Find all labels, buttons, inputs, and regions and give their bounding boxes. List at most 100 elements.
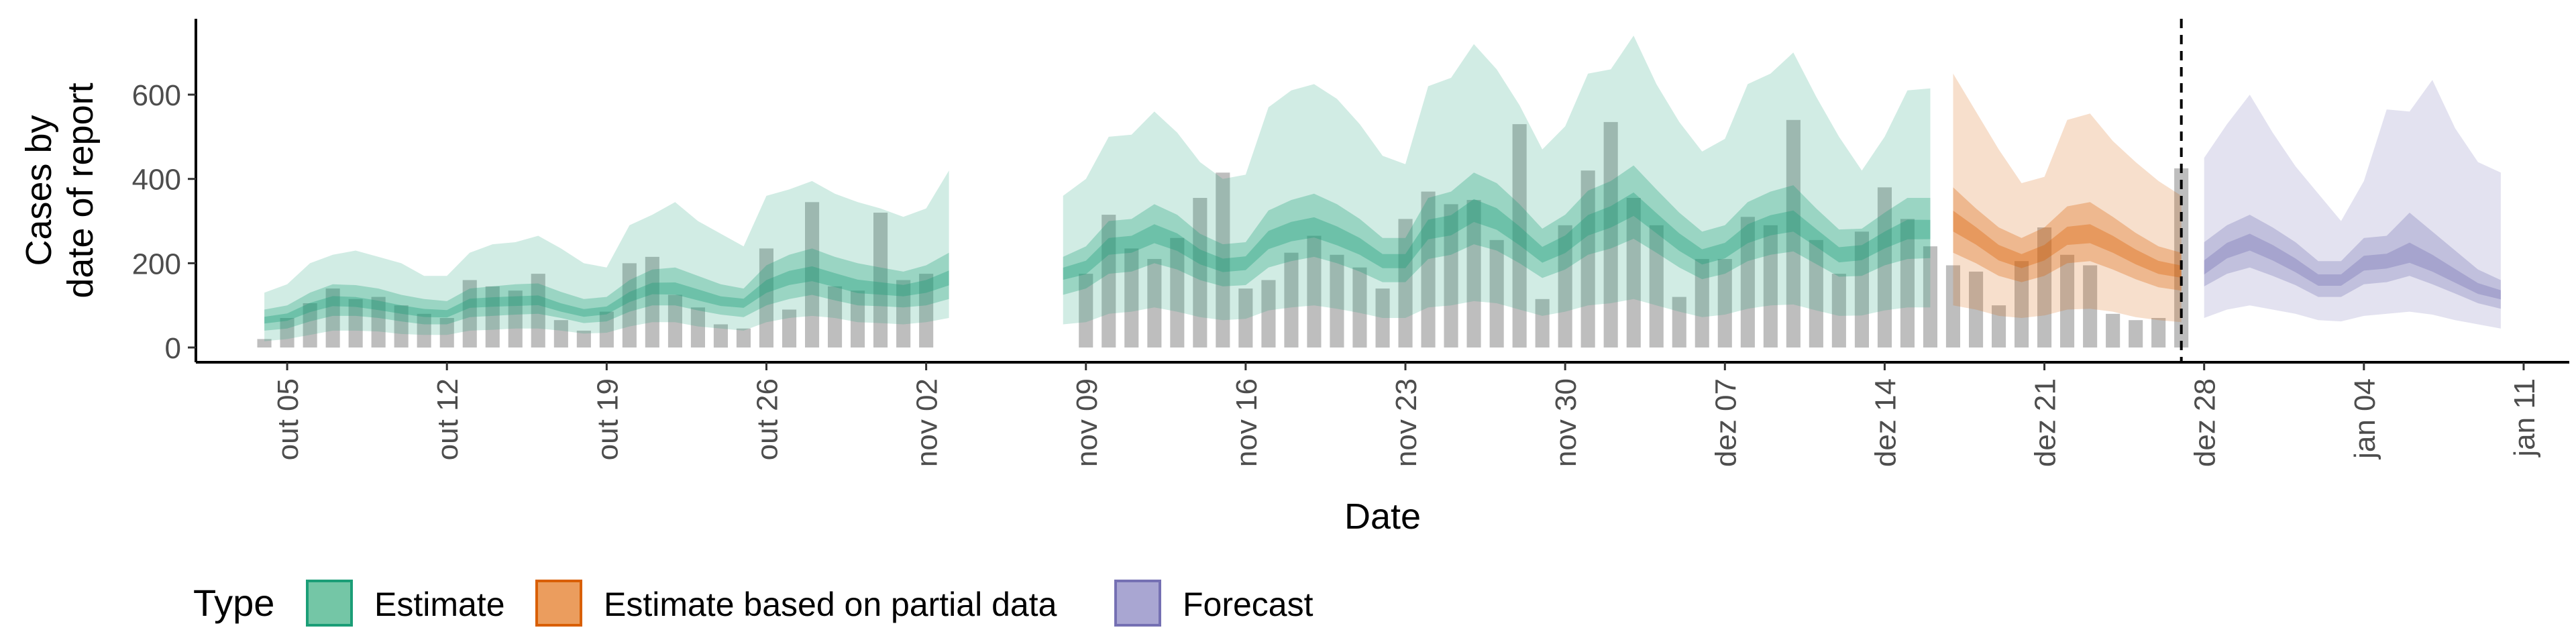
case-bar — [1854, 231, 1869, 348]
case-bar — [1489, 239, 1504, 347]
case-bar — [1284, 252, 1299, 347]
case-bar — [873, 213, 888, 347]
legend-swatch — [535, 580, 582, 627]
x-tick-label: out 26 — [751, 378, 784, 460]
x-tick-label: dez 28 — [2189, 378, 2222, 467]
estimate-band-50 — [1063, 165, 1931, 295]
legend-label: Estimate — [374, 586, 505, 623]
case-bar — [417, 313, 431, 348]
estimate-based-on-partial-data-band-50 — [1953, 187, 2182, 291]
x-tick-label: nov 09 — [1071, 378, 1104, 467]
case-bar — [1398, 219, 1413, 347]
x-tick-label: out 12 — [431, 378, 464, 460]
case-bar — [1238, 288, 1253, 348]
case-bar — [1877, 187, 1892, 347]
case-bar — [1740, 217, 1755, 347]
case-bar — [1672, 297, 1686, 347]
case-bar — [280, 318, 294, 347]
x-axis-title: Date — [1344, 496, 1421, 537]
case-bar — [1717, 259, 1732, 347]
case-bar — [851, 290, 865, 347]
case-bar — [667, 294, 682, 347]
legend-label: Forecast — [1183, 586, 1313, 623]
x-tick-label: nov 16 — [1230, 378, 1263, 467]
case-bar — [1535, 299, 1550, 347]
y-axis-title: date of report — [60, 83, 101, 298]
case-bar — [2129, 320, 2143, 347]
case-bar — [303, 303, 317, 347]
case-bar — [1466, 200, 1481, 347]
case-bar — [599, 311, 614, 347]
case-bar — [896, 280, 911, 347]
case-bar — [2174, 168, 2189, 347]
case-bar — [782, 309, 797, 347]
case-bar — [622, 263, 637, 347]
case-bar — [828, 286, 843, 347]
case-bar — [1558, 225, 1572, 347]
legend-label: Estimate based on partial data — [604, 586, 1057, 623]
case-bar — [1626, 198, 1641, 347]
case-bar — [508, 290, 523, 347]
case-bar — [1444, 204, 1458, 347]
x-tick-label: nov 02 — [911, 378, 944, 467]
y-axis-title: Cases by — [19, 115, 59, 266]
case-bar — [1969, 271, 1984, 347]
x-tick-label: out 19 — [591, 378, 624, 460]
case-bar — [394, 305, 409, 347]
x-tick-label: dez 21 — [2029, 378, 2062, 467]
case-bar — [1945, 265, 1960, 347]
case-bar — [2015, 261, 2029, 347]
legend-swatch — [1114, 580, 1161, 627]
case-bar — [1307, 235, 1322, 347]
estimate-band-90 — [1063, 36, 1931, 325]
case-bar — [1124, 248, 1139, 347]
case-bar — [1102, 215, 1116, 347]
legend: Type Estimate Estimate based on partial da… — [193, 580, 1313, 627]
x-tick-label: jan 04 — [2349, 378, 2381, 460]
case-bar — [1193, 198, 1208, 347]
case-bar — [576, 330, 591, 347]
x-tick-label: nov 30 — [1550, 378, 1582, 467]
case-bar — [2060, 254, 2075, 347]
case-bar — [1580, 170, 1595, 348]
case-bar — [713, 324, 728, 348]
case-bar — [1079, 274, 1093, 347]
case-bar — [2083, 265, 2098, 347]
case-bar — [1421, 191, 1436, 347]
case-bar — [645, 256, 659, 347]
case-bar — [805, 202, 820, 347]
axes: 0 200 400 600 out 05 out 12 out 19 out 26 nov 02… — [19, 19, 2569, 537]
forecast-band-90 — [2204, 80, 2501, 329]
case-bar — [531, 274, 545, 347]
case-bar — [2151, 318, 2166, 347]
case-bar — [1170, 237, 1185, 347]
case-bar — [553, 320, 568, 347]
case-bar — [462, 280, 477, 347]
case-bar — [257, 339, 272, 347]
case-bar — [1352, 267, 1367, 348]
y-tick-label: 600 — [132, 79, 181, 112]
estimate-band-median — [1063, 192, 1931, 280]
case-bar — [759, 248, 773, 347]
case-bar — [736, 328, 751, 347]
case-bar — [1786, 119, 1801, 348]
legend-swatch — [306, 580, 353, 627]
forecast-band-50 — [2204, 213, 2501, 309]
estimate-based-on-partial-data-band-median — [1953, 211, 2182, 278]
case-bar — [1261, 280, 1276, 347]
forecast-band-median — [2204, 233, 2501, 300]
case-bar — [325, 288, 340, 348]
case-bar — [1603, 121, 1618, 347]
x-tick-label: dez 07 — [1709, 378, 1742, 467]
case-bar — [1809, 239, 1823, 347]
case-bar — [1216, 172, 1230, 347]
case-bar — [371, 297, 386, 347]
x-tick-label: dez 14 — [1869, 378, 1902, 467]
case-bar — [439, 318, 454, 347]
x-tick-label: nov 23 — [1390, 378, 1423, 467]
estimate-band-90 — [264, 170, 949, 341]
x-tick-label: out 05 — [272, 378, 305, 460]
case-bar — [485, 286, 500, 347]
case-bar — [1992, 305, 2006, 347]
case-bar — [919, 274, 934, 347]
